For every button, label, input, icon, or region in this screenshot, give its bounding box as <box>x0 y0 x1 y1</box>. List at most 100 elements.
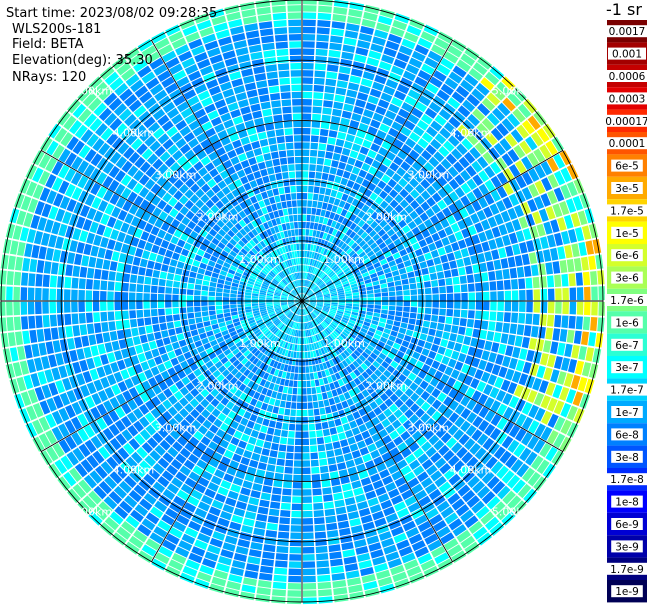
ppi-gate-cell <box>152 158 164 170</box>
ppi-gate-cell <box>344 30 359 39</box>
ppi-gate-cell <box>302 296 308 301</box>
ppi-gate-cell <box>547 354 556 368</box>
ppi-gate-cell <box>253 285 261 290</box>
ppi-gate-cell <box>96 417 108 431</box>
ppi-gate-cell <box>447 544 463 557</box>
ppi-gate-cell <box>487 374 498 386</box>
ppi-gate-cell <box>307 306 312 312</box>
ppi-gate-cell <box>308 265 312 273</box>
ppi-gate-cell <box>404 95 417 107</box>
ppi-gate-cell <box>284 309 290 314</box>
ppi-gate-cell <box>268 252 274 260</box>
ppi-gate-cell <box>312 275 317 282</box>
ppi-gate-cell <box>302 301 309 303</box>
ppi-gate-cell <box>261 191 268 200</box>
ppi-gate-cell <box>274 560 288 568</box>
ppi-gate-cell <box>233 40 247 50</box>
ppi-gate-cell <box>230 286 238 291</box>
ppi-gate-cell <box>275 309 282 313</box>
ppi-gate-cell <box>370 323 378 330</box>
ppi-gate-cell <box>212 451 223 462</box>
ppi-gate-cell <box>250 542 263 551</box>
ppi-gate-cell <box>452 110 466 123</box>
ppi-gate-cell <box>462 119 475 132</box>
ppi-gate-cell <box>194 83 208 95</box>
ppi-gate-cell <box>328 130 338 138</box>
ppi-gate-cell <box>445 153 458 165</box>
ppi-gate-cell <box>303 308 305 315</box>
ppi-gate-cell <box>178 540 193 552</box>
ppi-gate-cell <box>484 396 495 409</box>
ppi-gate-cell <box>523 265 532 277</box>
ppi-gate-cell <box>222 88 235 98</box>
ppi-gate-cell <box>391 270 400 277</box>
ppi-gate-cell <box>476 433 489 446</box>
ppi-gate-cell <box>345 23 360 32</box>
ppi-gate-cell <box>265 340 272 348</box>
ppi-gate-cell <box>456 529 471 543</box>
ppi-gate-cell <box>213 22 229 33</box>
ppi-gate-cell <box>403 120 416 131</box>
ppi-gate-cell <box>274 257 280 265</box>
ppi-gate-cell <box>416 119 429 131</box>
ppi-gate-cell <box>316 303 324 306</box>
ppi-gate-cell <box>328 243 335 251</box>
ppi-gate-cell <box>152 432 164 444</box>
ppi-gate-cell <box>269 243 276 251</box>
ppi-gate-cell <box>250 103 261 112</box>
ppi-gate-cell <box>521 401 533 415</box>
ppi-gate-cell <box>115 433 128 446</box>
ppi-gate-cell <box>37 371 47 385</box>
ppi-gate-cell <box>501 76 516 91</box>
ppi-gate-cell <box>321 321 328 328</box>
ppi-gate-cell <box>361 162 371 172</box>
ppi-gate-cell <box>438 145 450 158</box>
ppi-gate-cell <box>247 380 255 389</box>
ppi-gate-cell <box>317 341 323 348</box>
ppi-gate-cell <box>318 143 327 151</box>
ppi-gate-cell <box>436 211 446 221</box>
ppi-gate-cell <box>384 356 393 365</box>
ppi-gate-cell <box>338 323 346 329</box>
ppi-gate-cell <box>333 198 341 206</box>
ppi-gate-cell <box>374 517 387 528</box>
ppi-gate-cell <box>332 319 340 325</box>
ppi-gate-cell <box>92 450 105 464</box>
ppi-gate-cell <box>459 318 467 327</box>
ppi-gate-cell <box>572 391 584 407</box>
ppi-gate-cell <box>269 144 278 152</box>
ppi-gate-cell <box>157 163 169 175</box>
ppi-gate-cell <box>366 308 374 313</box>
ppi-gate-cell <box>493 446 506 460</box>
ppi-gate-cell <box>226 192 235 201</box>
ppi-gate-cell <box>362 139 372 149</box>
ppi-gate-cell <box>318 596 333 604</box>
ppi-gate-cell <box>353 349 361 357</box>
ppi-gate-cell <box>157 457 170 469</box>
ppi-gate-cell <box>111 340 120 351</box>
ppi-gate-cell <box>165 287 173 294</box>
ppi-gate-cell <box>288 298 295 300</box>
ppi-gate-cell <box>269 351 276 359</box>
ppi-gate-cell <box>282 386 289 394</box>
ppi-gate-cell <box>295 337 299 344</box>
ppi-gate-cell <box>161 264 169 272</box>
ppi-gate-cell <box>317 201 323 209</box>
ppi-gate-cell <box>421 459 434 470</box>
ppi-gate-cell <box>234 324 242 331</box>
ppi-gate-cell <box>123 357 133 368</box>
ppi-gate-cell <box>212 157 222 167</box>
ppi-gate-cell <box>322 217 329 225</box>
ppi-gate-cell <box>383 369 392 378</box>
ppi-gate-cell <box>259 294 266 298</box>
ppi-gate-cell <box>338 161 347 170</box>
ppi-gate-cell <box>289 539 302 547</box>
ppi-gate-cell <box>114 122 128 136</box>
ppi-gate-cell <box>284 186 291 194</box>
ppi-gate-cell <box>370 119 381 129</box>
ppi-gate-cell <box>337 306 345 310</box>
ppi-gate-cell <box>458 267 466 276</box>
ppi-gate-cell <box>302 301 308 306</box>
ppi-gate-cell <box>294 265 298 273</box>
ppi-gate-cell <box>372 81 385 92</box>
